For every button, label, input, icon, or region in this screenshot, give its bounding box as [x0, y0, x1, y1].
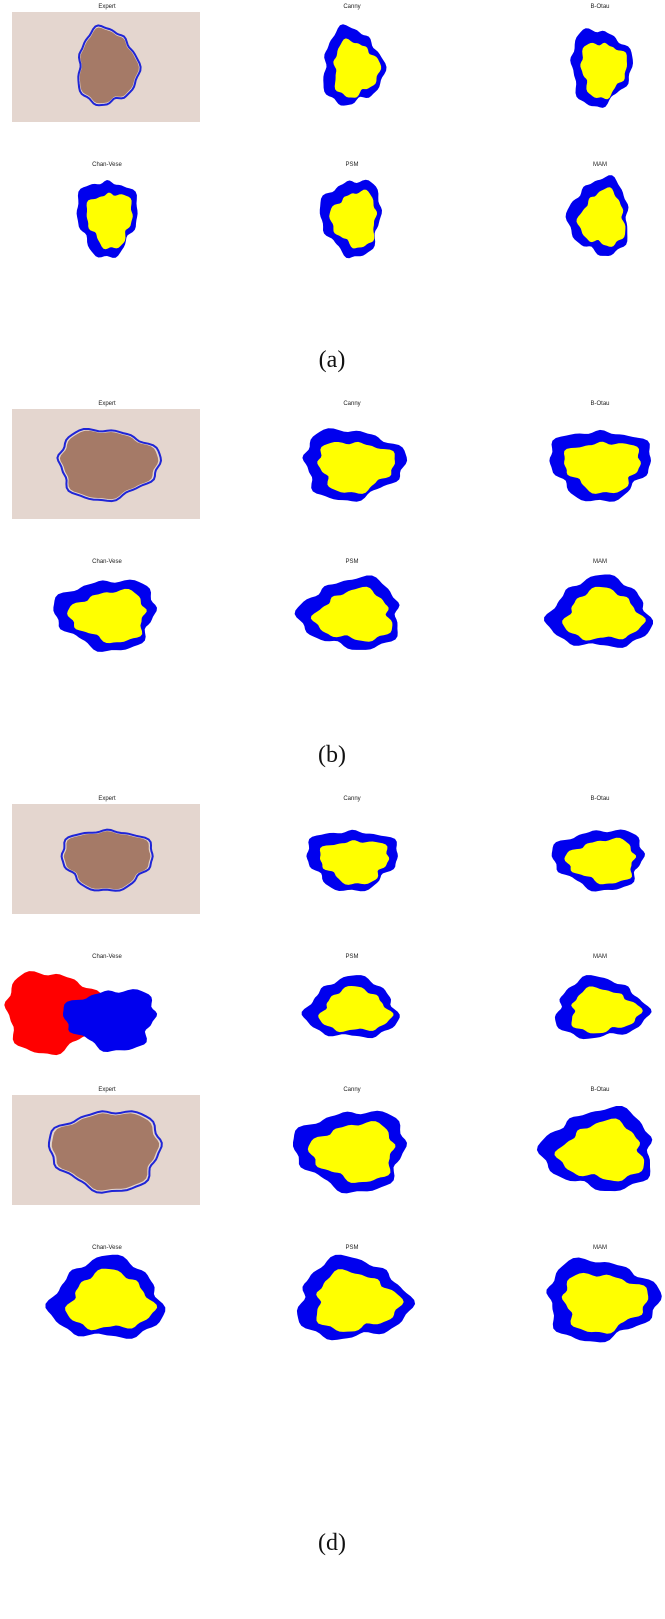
image-title: Canny: [343, 1087, 360, 1093]
segment-inner: [564, 441, 641, 494]
image-title: B-Otau: [590, 401, 609, 407]
image-title: PSM: [345, 954, 358, 960]
image-title: MAM: [593, 162, 607, 168]
segment-inner: [333, 38, 382, 98]
segment-inner: [310, 586, 393, 642]
image-title: PSM: [345, 559, 358, 565]
segment-inner: [580, 42, 627, 100]
image-title: Expert: [98, 401, 116, 407]
lesion: [63, 831, 151, 890]
lesion: [59, 430, 159, 500]
segment-inner: [67, 588, 147, 644]
segment-inner: [571, 986, 643, 1034]
image-title: PSM: [345, 162, 358, 168]
panel-caption: (a): [319, 347, 346, 373]
panel-caption: (b): [318, 742, 346, 768]
image-title: Canny: [343, 4, 360, 10]
segment-inner: [564, 837, 637, 885]
image-title: Chan-Vese: [92, 954, 122, 960]
lesion: [51, 1113, 160, 1191]
segment-inner: [307, 1121, 396, 1183]
segment-inner: [562, 586, 646, 641]
expert-contour: [47, 1110, 163, 1194]
image-title: B-Otau: [590, 796, 609, 802]
segment-inner: [319, 840, 390, 885]
image-title: B-Otau: [590, 4, 609, 10]
segment-inner: [561, 1272, 649, 1334]
segment-inner: [554, 1118, 645, 1182]
image-title: Expert: [98, 1087, 116, 1093]
image-title: Canny: [343, 796, 360, 802]
expert-contour: [77, 24, 142, 107]
image-title: Canny: [343, 401, 360, 407]
image-title: Expert: [98, 796, 116, 802]
segment-inner: [318, 986, 394, 1033]
panel-caption: (d): [318, 1530, 346, 1556]
image-title: MAM: [593, 559, 607, 565]
lesion: [79, 27, 139, 104]
image-title: MAM: [593, 954, 607, 960]
region-blue: [63, 989, 158, 1052]
image-title: Chan-Vese: [92, 1245, 122, 1251]
image-title: MAM: [593, 1245, 607, 1251]
image-title: Chan-Vese: [92, 162, 122, 168]
segment-inner: [317, 441, 395, 494]
expert-contour: [60, 828, 154, 892]
image-title: PSM: [345, 1245, 358, 1251]
segment-inner: [329, 189, 377, 249]
image-title: B-Otau: [590, 1087, 609, 1093]
image-title: Expert: [98, 4, 116, 10]
expert-contour: [56, 428, 163, 503]
segment-inner: [86, 192, 133, 250]
segment-inner: [316, 1269, 404, 1332]
segment-inner: [65, 1268, 158, 1331]
segment-inner: [576, 187, 626, 247]
image-title: Chan-Vese: [92, 559, 122, 565]
